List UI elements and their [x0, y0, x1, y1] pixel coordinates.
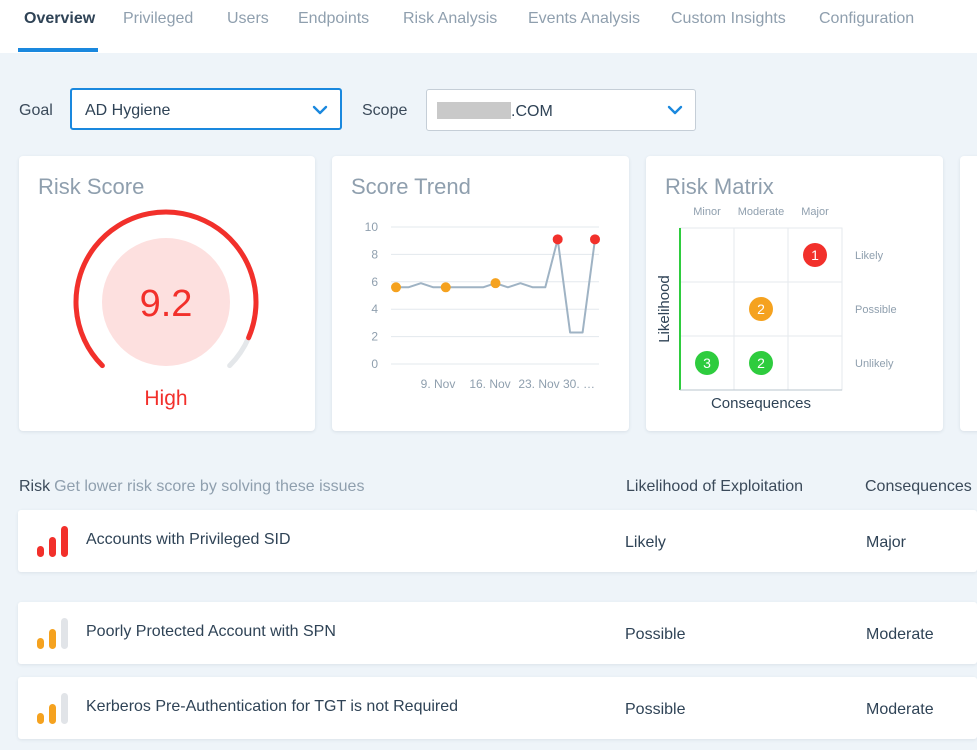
risk-matrix-card: Risk Matrix Minor Moderate Major Likely Poss…	[646, 156, 943, 431]
scope-select[interactable]: .COM	[426, 89, 696, 131]
tab-configuration[interactable]: Configuration	[819, 10, 915, 27]
scope-label: Scope	[362, 102, 408, 119]
risk-name: Poorly Protected Account with SPN	[86, 623, 336, 640]
matrix-bubble[interactable]	[695, 351, 719, 375]
matrix-row-label: Possible	[855, 304, 897, 316]
matrix-bubble-count: 2	[757, 301, 765, 317]
goal-label: Goal	[19, 102, 53, 119]
risk-score-value: 9.2	[140, 283, 193, 325]
risk-likelihood: Possible	[625, 626, 686, 643]
risk-name: Kerberos Pre-Authentication for TGT is n…	[86, 698, 459, 715]
matrix-bubble-count: 1	[811, 247, 819, 263]
risk-row[interactable]: Accounts with Privileged SID Likely Majo…	[18, 510, 977, 572]
risk-row[interactable]: Kerberos Pre-Authentication for TGT is n…	[18, 677, 977, 739]
matrix-col-label: Moderate	[738, 206, 784, 218]
matrix-col-label: Major	[801, 206, 829, 218]
matrix-cell	[733, 227, 789, 283]
y-tick-label: 10	[365, 220, 379, 234]
score-trend-card: Score Trend 10 8 6 4 2 0 9. Nov 16. Nov 23. Nov 3…	[332, 156, 629, 431]
tab-privileged[interactable]: Privileged	[123, 10, 194, 27]
matrix-bubble-count: 3	[703, 355, 711, 371]
risk-name: Accounts with Privileged SID	[86, 531, 291, 548]
risk-header-label: Risk	[19, 478, 51, 495]
goal-select-value: AD Hygiene	[85, 102, 171, 119]
risk-consequences: Moderate	[866, 626, 934, 643]
trend-point[interactable]	[590, 234, 600, 245]
risk-matrix-title: Risk Matrix	[665, 174, 774, 199]
x-tick-label: 30. …	[563, 377, 595, 391]
goal-select[interactable]: AD Hygiene	[70, 88, 342, 130]
chevron-down-icon	[312, 105, 328, 115]
matrix-bubble-count: 2	[757, 355, 765, 371]
trend-point[interactable]	[391, 282, 401, 293]
matrix-row-label: Likely	[855, 250, 884, 262]
risk-header-subtitle: Get lower risk score by solving these is…	[54, 478, 365, 495]
consequences-column-header: Consequences	[865, 478, 972, 495]
matrix-cell	[787, 281, 843, 337]
risk-score-card: Risk Score 9.2 High	[19, 156, 315, 431]
risk-consequences: Major	[866, 534, 907, 551]
severity-bars-icon	[37, 526, 68, 557]
risk-level-label: High	[144, 387, 187, 410]
y-tick-label: 2	[371, 330, 378, 344]
scope-select-value: .COM	[437, 102, 553, 121]
score-trend-chart: 10 8 6 4 2 0 9. Nov 16. Nov 23. Nov 30. …	[365, 220, 600, 391]
top-tab-bar: Overview Privileged Users Endpoints Risk…	[0, 0, 977, 53]
matrix-cell	[787, 335, 843, 391]
matrix-bubble[interactable]	[749, 297, 773, 321]
y-tick-label: 4	[371, 302, 378, 316]
risk-likelihood: Possible	[625, 701, 686, 718]
matrix-cell	[733, 335, 789, 391]
chevron-down-icon	[667, 105, 683, 115]
trend-point[interactable]	[490, 278, 501, 289]
risk-row[interactable]: Poorly Protected Account with SPN Possib…	[18, 602, 977, 664]
risk-consequences: Moderate	[866, 701, 934, 718]
scope-domain-suffix: .COM	[511, 103, 553, 120]
redacted-domain	[437, 102, 511, 119]
matrix-row-label: Unlikely	[855, 358, 894, 370]
gauge-center-disc	[102, 238, 230, 366]
x-tick-label: 23. Nov	[518, 377, 559, 391]
risk-score-title: Risk Score	[38, 174, 145, 199]
tab-endpoints[interactable]: Endpoints	[298, 10, 370, 27]
risk-list-header: Risk Get lower risk score by solving thes…	[19, 478, 364, 496]
y-tick-label: 6	[371, 275, 378, 289]
risk-score-gauge: 9.2 High	[73, 209, 259, 410]
active-tab-indicator	[18, 48, 98, 52]
tab-events-analysis[interactable]: Events Analysis	[528, 10, 641, 27]
offscreen-card	[960, 156, 977, 431]
matrix-x-axis-label: Consequences	[711, 395, 811, 412]
matrix-y-axis-label: Likelihood	[656, 275, 673, 343]
severity-bars-icon	[37, 693, 68, 724]
matrix-bubble[interactable]	[749, 351, 773, 375]
y-tick-label: 8	[371, 247, 378, 261]
tab-users[interactable]: Users	[227, 10, 269, 27]
trend-point[interactable]	[552, 234, 563, 245]
tab-risk-analysis[interactable]: Risk Analysis	[403, 10, 498, 27]
x-tick-label: 9. Nov	[421, 377, 456, 391]
tab-custom-insights[interactable]: Custom Insights	[671, 10, 786, 27]
matrix-bubble[interactable]	[803, 243, 827, 267]
gauge-value-arc	[73, 209, 259, 369]
matrix-col-label: Minor	[693, 206, 721, 218]
score-trend-title: Score Trend	[351, 174, 471, 199]
risk-likelihood: Likely	[625, 534, 666, 551]
tab-overview[interactable]: Overview	[24, 10, 96, 27]
risk-matrix-chart: Minor Moderate Major Likely Possible Unlikely…	[656, 206, 897, 412]
matrix-cell	[679, 281, 735, 337]
y-tick-label: 0	[371, 357, 378, 371]
matrix-cell	[679, 227, 735, 283]
trend-point[interactable]	[440, 282, 451, 293]
likelihood-column-header: Likelihood of Exploitation	[626, 478, 804, 495]
severity-bars-icon	[37, 618, 68, 649]
x-tick-label: 16. Nov	[469, 377, 510, 391]
